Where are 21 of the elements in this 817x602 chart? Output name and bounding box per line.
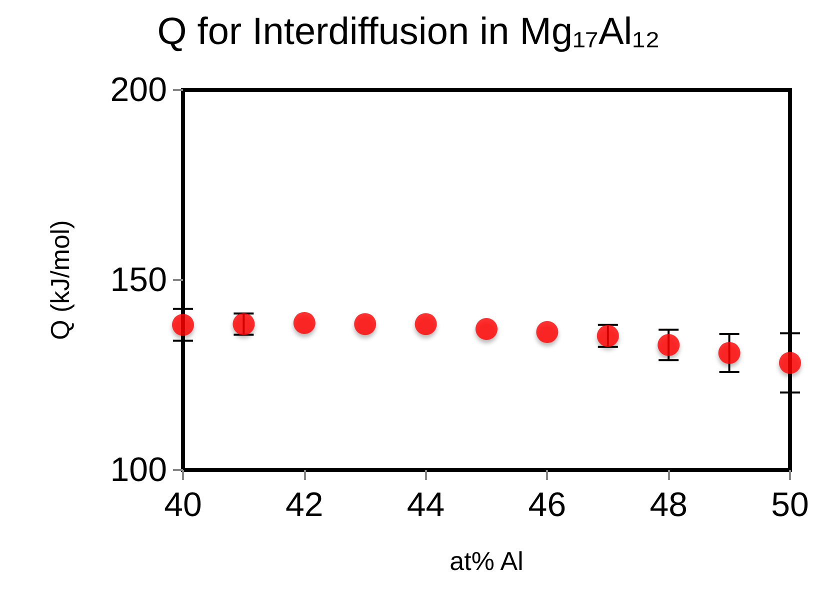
x-tick-label: 48 — [650, 486, 688, 524]
x-tick-label: 50 — [771, 486, 809, 524]
y-axis-title: Q (kJ/mol) — [45, 220, 75, 340]
point — [476, 318, 498, 340]
x-tick-label: 46 — [528, 486, 566, 524]
x-tick-label: 40 — [164, 486, 202, 524]
point — [658, 334, 680, 356]
point — [414, 313, 437, 336]
point — [718, 342, 740, 364]
x-tick-label: 42 — [285, 486, 324, 524]
y-tick-label: 100 — [110, 451, 167, 489]
point — [172, 314, 194, 336]
x-axis-title: at% Al — [450, 546, 524, 576]
chart-title: Q for Interdiffusion in Mg₁₇Al₁₂ — [157, 11, 660, 53]
y-tick-label: 150 — [110, 261, 167, 299]
point — [354, 313, 376, 336]
x-tick-label: 44 — [406, 486, 445, 524]
point — [779, 352, 801, 374]
y-tick-label: 200 — [110, 71, 167, 109]
point — [536, 321, 558, 344]
point — [293, 312, 316, 334]
